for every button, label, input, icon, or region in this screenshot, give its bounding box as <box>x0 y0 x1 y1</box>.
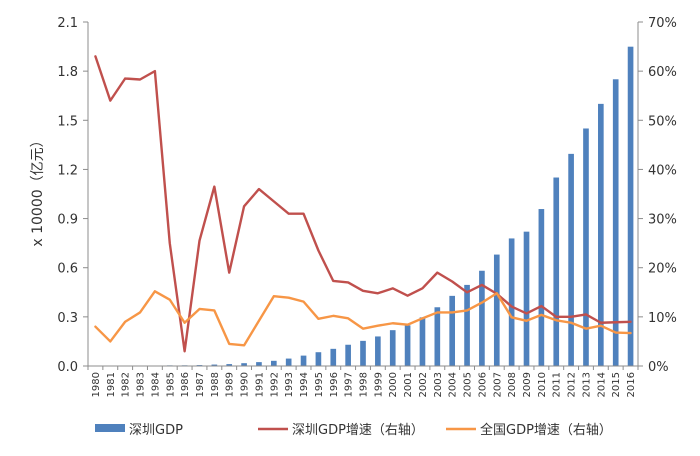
bar-2012 <box>568 153 574 366</box>
legend-label: 深圳GDP <box>129 423 183 438</box>
left-tick-label: 1.5 <box>57 114 78 129</box>
bar-2015 <box>612 79 619 366</box>
x-tick-label: 1980 <box>91 372 102 397</box>
x-tick-label: 2007 <box>492 372 503 397</box>
x-tick-label: 1984 <box>150 372 161 397</box>
bar-2014 <box>598 103 604 367</box>
x-tick-label: 1996 <box>329 372 340 397</box>
right-tick-label: 30% <box>648 213 677 228</box>
bar-2010 <box>538 209 545 366</box>
x-tick-label: 2015 <box>611 372 622 397</box>
x-tick-label: 1997 <box>344 372 355 397</box>
x-tick-label: 2016 <box>626 372 637 397</box>
bar-2007 <box>493 254 500 366</box>
bar-1989 <box>226 364 233 366</box>
x-tick-label: 2006 <box>477 372 488 397</box>
x-tick-label: 1986 <box>180 372 191 397</box>
x-tick-label: 1990 <box>240 372 251 397</box>
x-tick-label: 1988 <box>210 372 221 397</box>
x-tick-label: 1981 <box>106 372 117 397</box>
bar-2004 <box>449 295 456 366</box>
x-tick-label: 2003 <box>433 372 444 397</box>
x-tick-label: 1992 <box>269 372 280 397</box>
left-tick-label: 2.1 <box>57 16 78 31</box>
right-tick-label: 0% <box>648 360 669 375</box>
left-axis-title: x 10000（亿元） <box>30 133 46 246</box>
x-tick-label: 1993 <box>284 372 295 397</box>
x-tick-label: 2001 <box>403 372 414 397</box>
shenzhen-growth-line <box>94 55 632 353</box>
x-tick-label: 2010 <box>537 372 548 397</box>
plot-area: 0.0 0.3 0.6 0.9 1.2 1.5 1.8 2.1 0% 10% 20% 30% 40% 50… <box>57 16 677 397</box>
x-tick-label: 2011 <box>552 372 563 397</box>
bar-1991 <box>256 362 262 366</box>
bar-1997 <box>345 344 351 366</box>
bar-1994 <box>300 355 307 366</box>
left-tick-label: 1.8 <box>57 65 78 80</box>
x-tick-label: 2000 <box>388 372 399 397</box>
bar-1996 <box>330 348 337 366</box>
x-tick-label: 1991 <box>254 372 265 397</box>
bar-2000 <box>389 330 396 366</box>
x-tick-label: 2004 <box>448 372 459 397</box>
legend-label: 全国GDP增速（右轴） <box>480 422 612 438</box>
x-tick-label: 2012 <box>567 372 578 397</box>
national-growth-line <box>94 290 632 347</box>
x-tick-label: 1989 <box>225 372 236 397</box>
right-tick-label: 60% <box>648 65 677 80</box>
x-tick-label: 1987 <box>195 372 206 397</box>
bar-2016 <box>627 46 634 366</box>
bar-1992 <box>270 360 277 366</box>
bar-2009 <box>523 231 530 366</box>
x-tick-label: 1985 <box>165 372 176 397</box>
bar-2013 <box>583 128 589 366</box>
x-tick-label: 1983 <box>136 372 147 397</box>
bar-2006 <box>479 270 485 366</box>
bar-1995 <box>315 352 322 366</box>
left-tick-label: 0.3 <box>57 311 78 326</box>
x-tick-label: 1995 <box>314 372 325 397</box>
bar-1990 <box>241 363 247 366</box>
x-tick-label: 1994 <box>299 372 310 397</box>
left-tick-label: 0.0 <box>57 360 78 375</box>
x-tick-label: 2013 <box>581 372 592 397</box>
legend-swatch-shenzhen-gdp <box>95 424 125 432</box>
x-tick-label: 1999 <box>373 372 384 397</box>
legend: 深圳GDP 深圳GDP增速（右轴） 全国GDP增速（右轴） <box>95 422 612 438</box>
bar-1993 <box>285 358 292 366</box>
right-tick-label: 70% <box>648 16 677 31</box>
bar-2002 <box>419 317 426 366</box>
x-tick-label: 2009 <box>522 372 533 397</box>
right-tick-label: 10% <box>648 311 677 326</box>
left-tick-label: 1.2 <box>57 163 78 178</box>
legend-label: 深圳GDP增速（右轴） <box>292 423 424 438</box>
x-tick-label: 2005 <box>463 372 474 397</box>
x-tick-label: 1982 <box>121 372 132 397</box>
bar-1999 <box>375 336 381 366</box>
right-tick-label: 40% <box>648 163 677 178</box>
bar-2008 <box>508 238 515 366</box>
x-tick-label: 2002 <box>418 372 429 397</box>
bar-1998 <box>360 340 366 366</box>
bar-2011 <box>553 177 560 366</box>
right-tick-label: 20% <box>648 262 677 277</box>
bar-2003 <box>434 307 441 366</box>
left-tick-label: 0.9 <box>57 213 78 228</box>
x-tick-label: 2014 <box>596 372 607 397</box>
bar-1988 <box>211 364 218 366</box>
bar-2001 <box>404 325 411 366</box>
x-tick-label: 1998 <box>359 372 370 397</box>
x-tick-label: 2008 <box>507 372 518 397</box>
left-tick-label: 0.6 <box>57 262 78 277</box>
right-tick-label: 50% <box>648 114 677 129</box>
bar-2005 <box>464 284 470 366</box>
